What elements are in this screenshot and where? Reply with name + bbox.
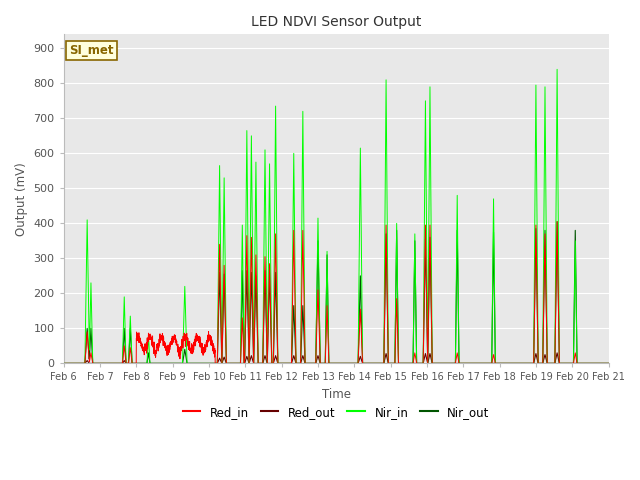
Nir_in [125,360,132,366]
Red_out [553,350,561,356]
Line: Red_out: Red_out [64,353,609,363]
Red_in [229,360,237,366]
Nir_out [553,219,561,225]
Title: LED NDVI Sensor Output: LED NDVI Sensor Output [251,15,421,29]
Red_out [481,360,488,366]
Red_out [125,360,133,366]
Nir_in [125,341,133,347]
Nir_out [605,360,612,366]
Red_in [125,354,133,360]
Red_out [125,360,132,366]
Nir_in [60,360,68,366]
Legend: Red_in, Red_out, Nir_in, Nir_out: Red_in, Red_out, Nir_in, Nir_out [178,401,494,423]
Red_in [481,360,488,366]
Red_out [436,360,444,366]
Red_in [94,360,102,366]
Nir_in [605,360,612,366]
Nir_out [125,346,133,352]
Red_in [436,360,444,366]
Nir_out [60,360,68,366]
Line: Red_in: Red_in [64,222,609,363]
Red_out [94,360,102,366]
Nir_out [94,360,102,366]
Nir_out [436,360,444,366]
Nir_in [436,360,444,366]
Red_in [60,360,68,366]
Line: Nir_out: Nir_out [64,222,609,363]
Nir_out [125,360,132,366]
Nir_in [481,360,488,366]
Y-axis label: Output (mV): Output (mV) [15,162,28,236]
Red_out [229,360,237,366]
Red_in [605,360,612,366]
X-axis label: Time: Time [322,388,351,401]
Red_out [60,360,68,366]
Nir_in [553,66,561,72]
Red_in [553,219,561,225]
Line: Nir_in: Nir_in [64,69,609,363]
Text: SI_met: SI_met [69,44,114,57]
Nir_in [229,360,237,366]
Nir_out [481,360,488,366]
Red_in [125,360,132,366]
Nir_in [94,360,102,366]
Nir_out [229,360,237,366]
Red_out [605,360,612,366]
